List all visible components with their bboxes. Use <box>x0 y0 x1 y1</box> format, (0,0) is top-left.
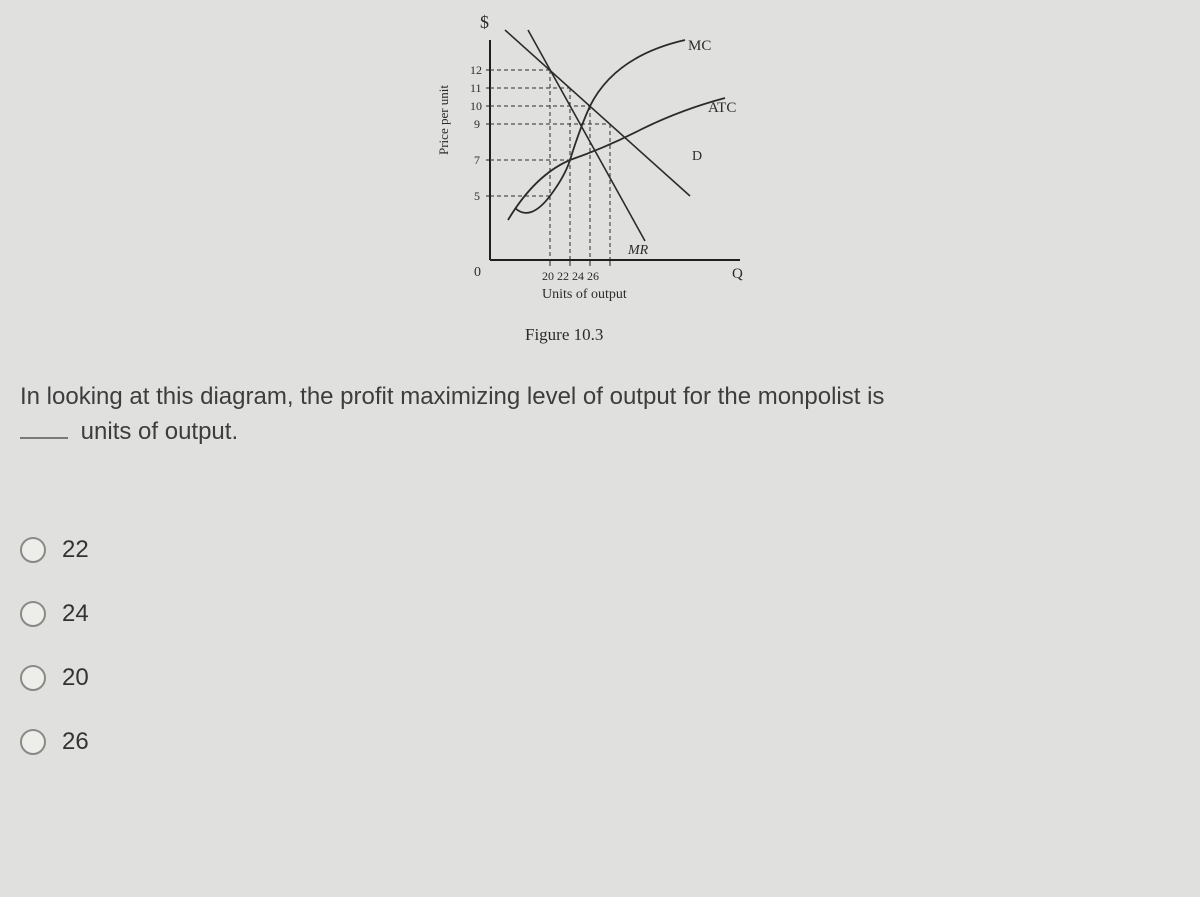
atc-label: ATC <box>708 100 736 116</box>
y-ticks: 12 11 10 9 7 5 <box>470 63 490 203</box>
demand-label: D <box>692 149 702 164</box>
fill-blank <box>20 417 68 439</box>
svg-text:10: 10 <box>470 99 482 113</box>
demand-curve <box>505 30 690 196</box>
svg-text:7: 7 <box>474 153 480 167</box>
figure-caption: Figure 10.3 <box>525 325 603 344</box>
x-ticks: 20 22 24 26 <box>542 260 610 283</box>
origin-label: 0 <box>474 265 481 280</box>
option-label: 24 <box>62 600 89 628</box>
option-24[interactable]: 24 <box>20 600 89 628</box>
option-label: 26 <box>62 728 89 756</box>
radio-icon[interactable] <box>20 601 46 627</box>
mc-label: MC <box>688 38 711 54</box>
mc-curve <box>515 40 685 213</box>
radio-icon[interactable] <box>20 537 46 563</box>
guide-lines <box>490 70 610 260</box>
option-label: 20 <box>62 664 89 692</box>
svg-text:12: 12 <box>470 63 482 77</box>
radio-icon[interactable] <box>20 665 46 691</box>
option-20[interactable]: 20 <box>20 664 89 692</box>
currency-symbol: $ <box>480 12 489 32</box>
question-line2: units of output. <box>81 418 238 445</box>
x-axis-label: Units of output <box>542 287 627 302</box>
y-axis-label: Price per unit <box>436 85 451 155</box>
svg-text:5: 5 <box>474 189 480 203</box>
svg-text:11: 11 <box>470 81 482 95</box>
x-tick-labels: 20 22 24 26 <box>542 269 599 283</box>
option-label: 22 <box>62 536 89 564</box>
mr-label: MR <box>627 243 649 258</box>
question-line1: In looking at this diagram, the profit m… <box>20 383 884 410</box>
question-text: In looking at this diagram, the profit m… <box>20 380 1180 450</box>
svg-text:9: 9 <box>474 117 480 131</box>
x-end-label: Q <box>732 266 743 282</box>
answer-options: 22 24 20 26 <box>20 500 89 792</box>
figure-svg: $ Price per unit 12 11 10 9 7 5 20 <box>430 10 800 360</box>
monopoly-figure: $ Price per unit 12 11 10 9 7 5 20 <box>430 10 800 360</box>
radio-icon[interactable] <box>20 729 46 755</box>
option-26[interactable]: 26 <box>20 728 89 756</box>
option-22[interactable]: 22 <box>20 536 89 564</box>
